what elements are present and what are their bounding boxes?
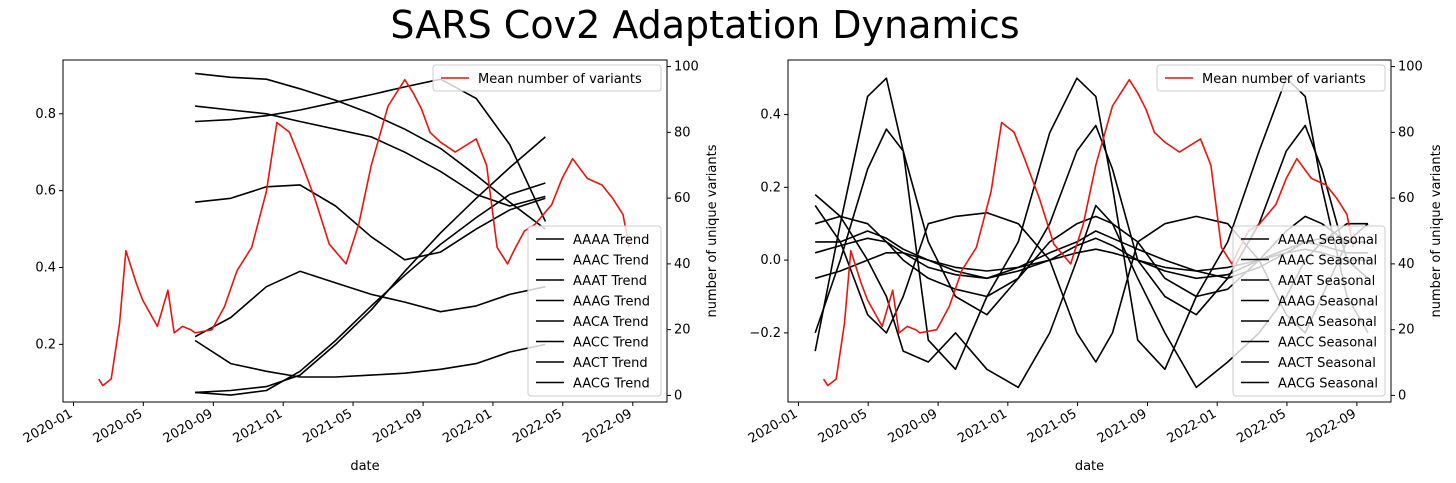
x-tick-label: 2021-05 bbox=[1025, 406, 1080, 446]
x-tick-label: 2020-05 bbox=[816, 406, 871, 446]
legend-label: AACG Seasonal bbox=[1278, 377, 1378, 392]
y2-tick-label: 100 bbox=[674, 60, 699, 75]
x-tick-label: 2020-09 bbox=[886, 406, 941, 446]
x-tick-label: 2021-05 bbox=[300, 406, 355, 446]
plot-frame bbox=[62, 59, 668, 403]
y2-tick-label: 0 bbox=[674, 388, 682, 403]
legend-label: AACA Trend bbox=[573, 315, 649, 330]
legend-label: AAAG Trend bbox=[573, 295, 650, 310]
legend-label: AACC Trend bbox=[573, 336, 649, 351]
x-tick-label: 2022-01 bbox=[1165, 406, 1220, 446]
y-tick-label: 0.2 bbox=[35, 337, 56, 352]
x-tick-label: 2022-05 bbox=[510, 406, 565, 446]
legend-bottom-box bbox=[527, 225, 662, 397]
series-aaag-trend bbox=[195, 184, 546, 261]
seasonal-panel: 2020-01 2020-05 2020-09 2021-01 2021-05 2021-… bbox=[746, 59, 1444, 474]
y-tick-label: 0.0 bbox=[760, 253, 781, 268]
figure-title: SARS Cov2 Adaptation Dynamics bbox=[390, 3, 1019, 47]
y2-axis-label: number of unique variants bbox=[1429, 144, 1444, 317]
legend-label: AACC Seasonal bbox=[1278, 336, 1377, 351]
y2-tick-label: 0 bbox=[1398, 388, 1406, 403]
y2-tick-label: 60 bbox=[674, 191, 691, 206]
legend-label: AAAA Seasonal bbox=[1278, 233, 1378, 248]
y2-tick-label: 40 bbox=[1398, 257, 1415, 272]
y-tick-label: 0.6 bbox=[35, 184, 56, 199]
x-tick-label: 2020-01 bbox=[746, 406, 801, 446]
series-aaca-trend bbox=[194, 270, 546, 338]
series-aacg-trend bbox=[195, 182, 546, 396]
legend-top-box bbox=[1156, 64, 1386, 92]
x-tick-label: 2022-05 bbox=[1234, 406, 1289, 446]
legend-label: AACT Trend bbox=[573, 356, 648, 371]
legend-label: AACA Seasonal bbox=[1278, 315, 1377, 330]
legend-label: AAAT Trend bbox=[573, 274, 647, 289]
legend-label: AAAC Seasonal bbox=[1278, 254, 1377, 269]
y-tick-label: 0.8 bbox=[35, 107, 56, 122]
plot-frame bbox=[787, 59, 1392, 403]
x-tick-label: 2021-01 bbox=[955, 406, 1010, 446]
y2-tick-label: 40 bbox=[674, 257, 691, 272]
x-tick-label: 2020-01 bbox=[21, 406, 76, 446]
x-tick-label: 2021-09 bbox=[371, 406, 426, 446]
y2-axis-label: number of unique variants bbox=[705, 144, 720, 317]
series-aacc-trend bbox=[194, 339, 546, 378]
x-tick-label: 2021-09 bbox=[1095, 406, 1150, 446]
x-tick-label: 2022-09 bbox=[580, 406, 635, 446]
legend-label: AAAT Seasonal bbox=[1278, 274, 1375, 289]
y2-tick-label: 80 bbox=[1398, 125, 1415, 140]
x-axis-label: date bbox=[350, 459, 379, 474]
legend-top-label: Mean number of variants bbox=[478, 72, 642, 87]
legend-bottom-box bbox=[1232, 225, 1386, 397]
trend-panel: 2020-01 2020-05 2020-09 2021-01 2021-05 2021-… bbox=[21, 59, 720, 474]
y-tick-label: −0.2 bbox=[749, 326, 781, 341]
y-tick-label: 0.4 bbox=[760, 108, 781, 123]
legend-top-label: Mean number of variants bbox=[1202, 72, 1366, 87]
series-aaac-seasonal bbox=[814, 124, 1369, 334]
y2-tick-label: 20 bbox=[1398, 323, 1415, 338]
legend-label: AAAC Trend bbox=[573, 254, 649, 269]
y-tick-label: 0.4 bbox=[35, 261, 56, 276]
series-aaac-trend bbox=[195, 105, 546, 207]
legend-label: AAAG Seasonal bbox=[1278, 295, 1378, 310]
x-tick-label: 2020-09 bbox=[161, 406, 216, 446]
x-tick-label: 2022-01 bbox=[440, 406, 495, 446]
legend-label: AACT Seasonal bbox=[1278, 356, 1376, 371]
legend-label: AAAA Trend bbox=[573, 233, 649, 248]
x-tick-label: 2020-05 bbox=[91, 406, 146, 446]
y2-tick-label: 100 bbox=[1398, 60, 1423, 75]
y2-tick-label: 60 bbox=[1398, 191, 1415, 206]
x-tick-label: 2022-09 bbox=[1304, 406, 1359, 446]
y2-tick-label: 20 bbox=[674, 323, 691, 338]
y-tick-label: 0.2 bbox=[760, 180, 781, 195]
y2-tick-label: 80 bbox=[674, 125, 691, 140]
x-axis-label: date bbox=[1075, 459, 1104, 474]
series-aaaa-trend bbox=[195, 72, 546, 230]
x-tick-label: 2021-01 bbox=[231, 406, 286, 446]
legend-top-box bbox=[432, 64, 662, 92]
series-aact-trend bbox=[195, 136, 546, 394]
legend-label: AACG Trend bbox=[573, 377, 650, 392]
series-aaat-trend bbox=[195, 78, 547, 222]
